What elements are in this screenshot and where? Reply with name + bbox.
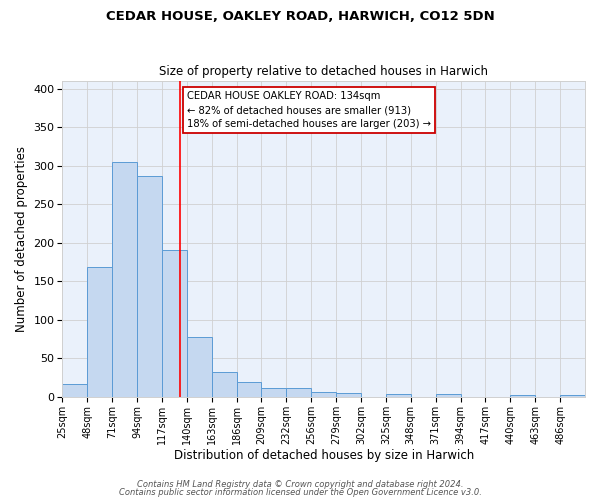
Bar <box>62 384 87 397</box>
Bar <box>187 337 212 397</box>
Bar <box>236 382 262 397</box>
Bar <box>386 394 411 397</box>
Bar <box>137 176 162 397</box>
Bar <box>262 388 286 397</box>
Text: Contains HM Land Registry data © Crown copyright and database right 2024.: Contains HM Land Registry data © Crown c… <box>137 480 463 489</box>
Bar <box>560 394 585 397</box>
Bar <box>311 392 336 397</box>
Bar <box>112 162 137 397</box>
Bar <box>162 250 187 397</box>
Text: CEDAR HOUSE, OAKLEY ROAD, HARWICH, CO12 5DN: CEDAR HOUSE, OAKLEY ROAD, HARWICH, CO12 … <box>106 10 494 23</box>
Y-axis label: Number of detached properties: Number of detached properties <box>15 146 28 332</box>
Bar <box>436 394 461 397</box>
Bar <box>212 372 236 397</box>
Title: Size of property relative to detached houses in Harwich: Size of property relative to detached ho… <box>159 66 488 78</box>
Text: Contains public sector information licensed under the Open Government Licence v3: Contains public sector information licen… <box>119 488 481 497</box>
Bar <box>511 394 535 397</box>
Bar <box>336 393 361 397</box>
Bar <box>286 388 311 397</box>
Bar <box>87 268 112 397</box>
X-axis label: Distribution of detached houses by size in Harwich: Distribution of detached houses by size … <box>173 450 474 462</box>
Text: CEDAR HOUSE OAKLEY ROAD: 134sqm
← 82% of detached houses are smaller (913)
18% o: CEDAR HOUSE OAKLEY ROAD: 134sqm ← 82% of… <box>187 91 431 129</box>
